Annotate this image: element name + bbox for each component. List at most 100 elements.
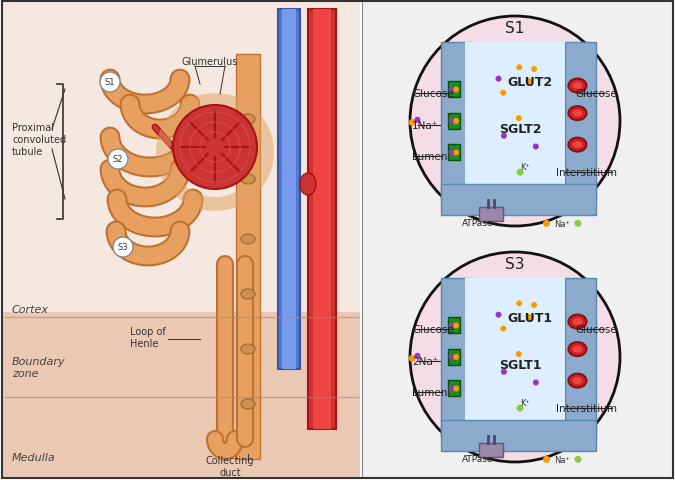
Text: GLUT1: GLUT1 [508, 312, 553, 324]
Ellipse shape [568, 79, 587, 94]
Circle shape [449, 119, 454, 124]
Circle shape [414, 118, 421, 123]
Circle shape [449, 386, 454, 391]
Text: ATPase: ATPase [462, 218, 493, 228]
Ellipse shape [241, 235, 255, 244]
Circle shape [409, 355, 416, 362]
FancyBboxPatch shape [236, 55, 260, 459]
Ellipse shape [241, 399, 255, 409]
Text: Na⁺: Na⁺ [554, 219, 570, 228]
Text: ATPase: ATPase [462, 454, 493, 463]
Circle shape [516, 169, 524, 176]
FancyBboxPatch shape [565, 43, 597, 200]
Circle shape [516, 300, 522, 307]
FancyBboxPatch shape [479, 444, 504, 457]
FancyBboxPatch shape [278, 10, 300, 369]
Circle shape [500, 326, 506, 332]
FancyBboxPatch shape [448, 381, 460, 396]
Circle shape [108, 150, 128, 169]
FancyBboxPatch shape [465, 279, 565, 436]
FancyBboxPatch shape [3, 3, 360, 312]
Circle shape [501, 369, 507, 375]
Ellipse shape [568, 107, 587, 121]
Circle shape [543, 456, 550, 463]
Text: Interstitium: Interstitium [556, 403, 617, 413]
Ellipse shape [241, 115, 255, 125]
Ellipse shape [568, 315, 587, 329]
Circle shape [453, 354, 459, 360]
Circle shape [173, 106, 257, 190]
Text: SGLT1: SGLT1 [499, 359, 541, 372]
FancyBboxPatch shape [313, 10, 331, 429]
FancyBboxPatch shape [448, 145, 460, 161]
Circle shape [501, 133, 507, 140]
Ellipse shape [241, 289, 255, 300]
Ellipse shape [300, 174, 316, 195]
Text: S1: S1 [506, 22, 524, 36]
Text: GLUT2: GLUT2 [508, 76, 553, 89]
Circle shape [531, 302, 537, 308]
Text: S1: S1 [105, 78, 115, 87]
FancyBboxPatch shape [441, 279, 473, 436]
Ellipse shape [572, 318, 583, 325]
Circle shape [453, 87, 459, 93]
Text: Glumerulus: Glumerulus [182, 57, 238, 67]
Circle shape [410, 252, 620, 462]
Text: Loop of
Henle: Loop of Henle [130, 326, 166, 348]
Circle shape [526, 79, 532, 85]
Circle shape [410, 17, 620, 227]
Ellipse shape [572, 377, 583, 384]
Ellipse shape [568, 138, 587, 152]
Circle shape [533, 144, 539, 150]
Text: Interstitium: Interstitium [556, 168, 617, 178]
FancyBboxPatch shape [448, 318, 460, 334]
FancyBboxPatch shape [441, 43, 473, 200]
Text: Boundary
zone: Boundary zone [12, 357, 65, 378]
Text: K⁺: K⁺ [520, 163, 530, 172]
Circle shape [516, 65, 522, 71]
Circle shape [449, 355, 454, 360]
Circle shape [526, 314, 532, 320]
Circle shape [516, 405, 524, 412]
Circle shape [113, 238, 133, 257]
Circle shape [495, 312, 502, 318]
Circle shape [414, 353, 421, 359]
Circle shape [574, 220, 581, 228]
FancyBboxPatch shape [448, 114, 460, 130]
Ellipse shape [572, 83, 583, 90]
FancyBboxPatch shape [282, 10, 296, 369]
FancyBboxPatch shape [479, 208, 504, 222]
Circle shape [409, 120, 416, 127]
Text: Glucose: Glucose [575, 325, 617, 335]
Text: Medulla: Medulla [12, 452, 56, 462]
Circle shape [449, 324, 454, 328]
Circle shape [531, 67, 537, 73]
Circle shape [453, 150, 459, 156]
Text: S3: S3 [117, 243, 128, 252]
Text: Glucose: Glucose [412, 325, 454, 335]
Circle shape [516, 116, 522, 122]
Circle shape [500, 91, 506, 96]
Ellipse shape [241, 175, 255, 185]
Circle shape [453, 323, 459, 329]
Circle shape [449, 88, 454, 93]
Ellipse shape [241, 344, 255, 354]
Text: Collecting
duct: Collecting duct [206, 455, 254, 477]
Circle shape [516, 351, 522, 357]
Circle shape [543, 220, 550, 228]
FancyBboxPatch shape [465, 43, 565, 200]
Ellipse shape [568, 342, 587, 356]
Ellipse shape [572, 110, 583, 118]
FancyBboxPatch shape [448, 349, 460, 365]
Circle shape [453, 386, 459, 392]
Circle shape [100, 73, 120, 93]
FancyBboxPatch shape [363, 3, 672, 477]
Circle shape [533, 380, 539, 385]
Text: Na⁺: Na⁺ [554, 455, 570, 464]
Ellipse shape [568, 374, 587, 388]
Text: S3: S3 [506, 257, 524, 272]
Text: Lumen: Lumen [412, 152, 448, 162]
Text: S2: S2 [113, 155, 124, 164]
FancyBboxPatch shape [3, 312, 360, 479]
Ellipse shape [572, 346, 583, 353]
